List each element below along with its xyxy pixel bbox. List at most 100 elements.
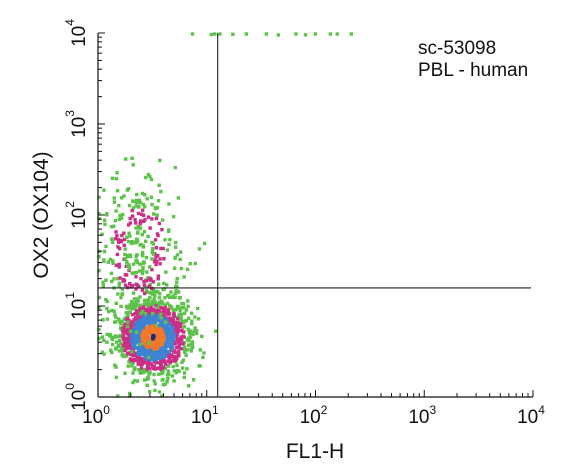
event-dot	[140, 288, 145, 292]
event-dot	[150, 217, 154, 221]
event-dot	[303, 33, 308, 37]
event-dot	[157, 302, 161, 307]
event-dot	[142, 302, 147, 306]
event-dot	[157, 352, 162, 356]
event-dot	[122, 279, 127, 283]
event-dot	[193, 326, 197, 330]
event-dot	[200, 334, 204, 339]
event-dot	[113, 237, 118, 241]
event-dot	[113, 313, 117, 317]
event-dot	[135, 239, 139, 244]
event-dot	[159, 189, 163, 194]
event-dot	[175, 253, 180, 257]
event-dot	[134, 258, 139, 262]
event-dot	[139, 371, 143, 375]
event-dot	[134, 270, 139, 275]
event-dot	[119, 322, 123, 326]
event-dot	[152, 366, 156, 371]
event-dot	[105, 340, 109, 344]
event-dot	[142, 280, 146, 284]
event-dot	[164, 346, 168, 350]
event-dot	[109, 237, 114, 241]
event-dot	[212, 32, 217, 36]
event-dot	[187, 331, 192, 336]
event-dot	[123, 283, 128, 287]
event-dot	[122, 243, 126, 247]
event-dot	[150, 309, 155, 313]
event-dot	[158, 158, 162, 163]
event-dot	[161, 383, 166, 387]
event-dot	[148, 265, 152, 269]
event-dot	[104, 297, 108, 302]
event-dot	[128, 216, 132, 221]
event-dot	[162, 365, 166, 369]
event-dot	[335, 32, 339, 36]
event-dot	[127, 203, 132, 208]
event-dot	[147, 284, 152, 288]
event-dot	[161, 310, 166, 314]
event-dot	[124, 354, 129, 358]
event-dot	[116, 238, 121, 242]
event-dot	[125, 235, 129, 239]
y-tick-label: 103	[63, 110, 90, 138]
event-dot	[163, 382, 167, 386]
event-dot	[147, 290, 151, 294]
event-dot	[124, 340, 128, 344]
event-dot	[123, 247, 127, 251]
event-dot	[131, 307, 135, 311]
event-dot	[179, 306, 184, 310]
event-dot	[115, 170, 119, 175]
event-dot	[190, 32, 195, 36]
event-dot	[117, 240, 121, 245]
event-dot	[173, 291, 178, 296]
event-dot	[136, 368, 141, 372]
event-dot	[162, 317, 166, 321]
event-dot	[184, 308, 189, 312]
event-dot	[167, 202, 171, 206]
event-dot	[166, 369, 171, 373]
event-dot	[328, 32, 333, 36]
event-dot	[151, 338, 155, 343]
event-dot	[125, 254, 130, 259]
event-dot	[146, 363, 150, 367]
event-dot	[154, 255, 158, 259]
event-dot	[194, 329, 199, 333]
event-dot	[142, 345, 147, 349]
event-dot	[166, 364, 171, 368]
event-dot	[114, 375, 119, 380]
event-dot	[104, 244, 108, 249]
event-dot	[137, 269, 142, 273]
event-dot	[148, 367, 152, 371]
event-dot	[186, 316, 191, 320]
event-dot	[102, 338, 106, 343]
event-dot	[136, 326, 140, 331]
event-dot	[177, 312, 181, 317]
event-dot	[181, 305, 186, 310]
event-dot	[116, 276, 120, 281]
event-dot	[231, 32, 235, 36]
event-dot	[169, 330, 173, 335]
event-dot	[151, 335, 155, 340]
event-dot	[130, 364, 134, 368]
event-dot	[180, 366, 185, 370]
event-dot	[166, 376, 170, 381]
event-dot	[178, 309, 182, 313]
event-dot	[127, 262, 131, 267]
event-dot	[164, 270, 168, 274]
event-dot	[150, 292, 155, 296]
event-dot	[134, 221, 138, 225]
event-dot	[135, 300, 139, 304]
event-dot	[130, 156, 134, 160]
event-dot	[97, 295, 102, 300]
event-dot	[140, 212, 144, 217]
event-dot	[127, 346, 132, 350]
event-dot	[138, 226, 143, 231]
event-dot	[156, 198, 161, 203]
event-dot	[119, 239, 124, 244]
event-dot	[128, 234, 132, 238]
event-dot	[125, 324, 130, 329]
event-dot	[117, 265, 121, 269]
event-dot	[148, 282, 152, 287]
event-dot	[181, 358, 186, 362]
y-axis-label: OX2 (OX104)	[30, 151, 53, 278]
